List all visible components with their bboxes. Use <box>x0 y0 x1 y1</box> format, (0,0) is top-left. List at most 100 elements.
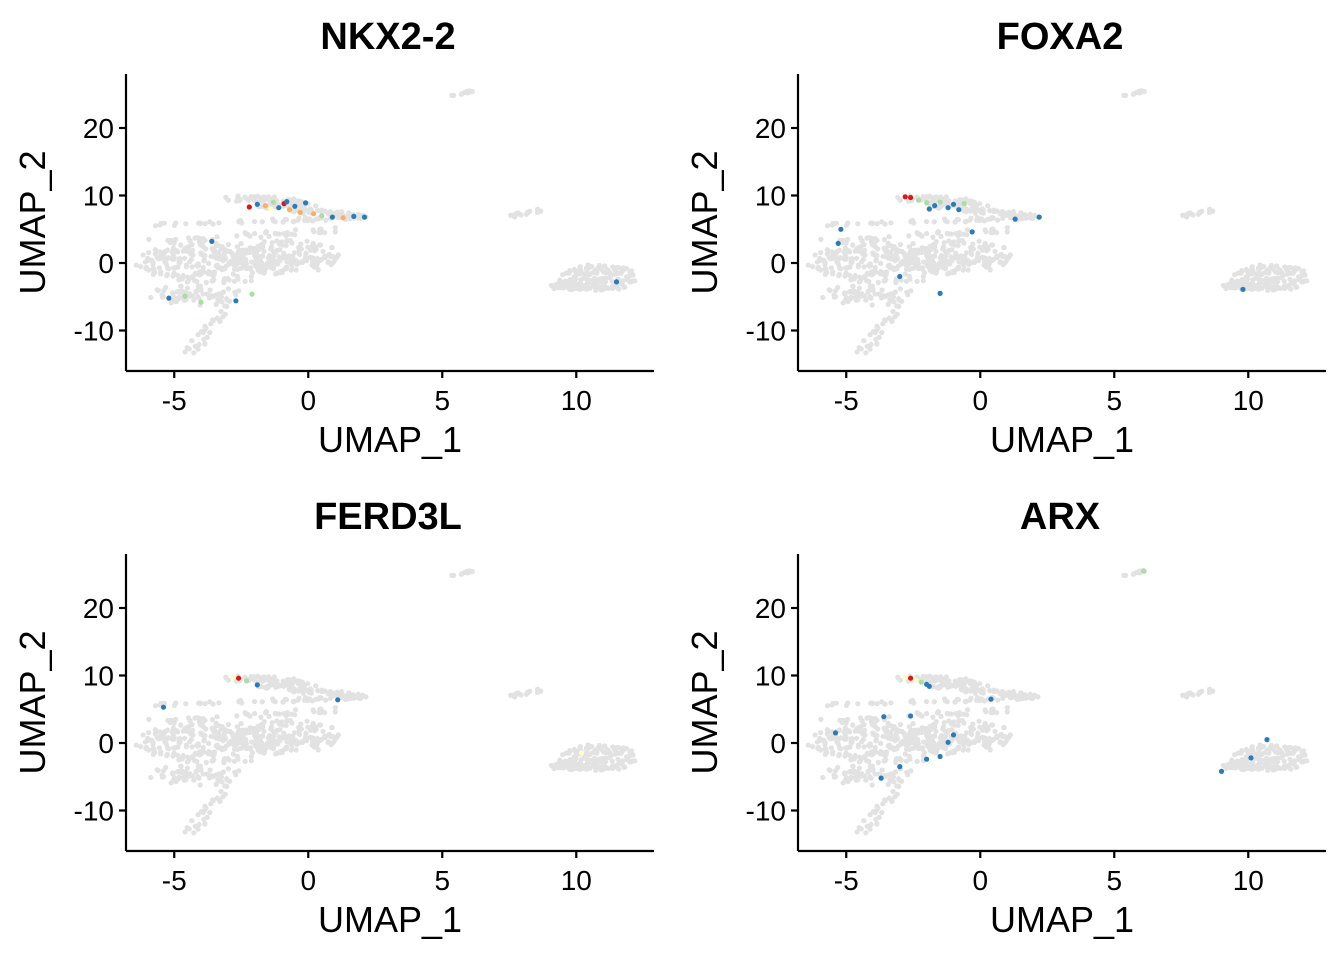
background-cell-point <box>219 299 225 305</box>
background-cell-point <box>335 214 342 220</box>
background-cell-point <box>906 233 912 239</box>
panel-ferd3l: FERD3L -5 0 5 10 -10 0 10 20 UMAP_1 UMAP_2 <box>0 480 672 960</box>
background-cell-point <box>824 223 831 229</box>
expressing-cell-point <box>236 675 242 681</box>
background-cell-point <box>210 774 216 780</box>
chart-svg: FOXA2 -5 0 5 10 -10 0 10 20 UMAP_1 UMAP_2 <box>684 16 1326 460</box>
background-cell-point <box>911 220 917 226</box>
background-cell-point <box>589 270 596 276</box>
background-cells <box>133 568 638 836</box>
background-cell-point <box>915 231 921 237</box>
background-cell-point <box>508 692 514 698</box>
background-cell-point <box>915 727 921 733</box>
background-cell-point <box>249 259 255 265</box>
background-cell-point <box>276 711 282 717</box>
background-cell-point <box>968 198 974 204</box>
background-cell-point <box>210 294 216 300</box>
background-cell-point <box>239 700 245 706</box>
background-cell-point <box>1301 758 1308 764</box>
background-cell-point <box>969 731 975 737</box>
expressing-cell-point <box>244 678 250 684</box>
background-cell-point <box>277 721 283 727</box>
background-cells <box>805 568 1310 836</box>
expressing-cell-point <box>335 697 341 703</box>
background-cell-point <box>178 722 184 728</box>
background-cell-point <box>864 823 870 829</box>
background-cell-point <box>1131 91 1137 97</box>
background-cell-point <box>862 252 868 258</box>
background-cell-point <box>961 263 967 269</box>
expressing-cell-point <box>1012 216 1018 222</box>
background-cell-point <box>146 267 152 273</box>
background-cell-point <box>843 240 849 246</box>
background-cell-point <box>1293 284 1299 290</box>
panel-arx: ARX -5 0 5 10 -10 0 10 20 UMAP_1 UMAP_2 <box>672 480 1344 960</box>
expressing-cell-point <box>924 756 930 762</box>
background-cell-point <box>161 768 167 774</box>
background-cell-point <box>166 746 172 752</box>
background-cell-point <box>872 744 878 751</box>
background-cell-point <box>346 696 352 702</box>
background-cells <box>805 88 1310 356</box>
background-cell-point <box>194 743 201 749</box>
background-cell-point <box>872 771 878 777</box>
background-cell-point <box>328 733 334 740</box>
background-cell-point <box>251 730 257 736</box>
background-cell-point <box>952 699 958 705</box>
background-cell-point <box>339 210 345 216</box>
background-cell-point <box>181 255 188 261</box>
background-cell-point <box>984 728 990 734</box>
background-cell-point <box>181 297 187 303</box>
background-cell-point <box>266 233 272 239</box>
expressing-cell-point <box>908 713 914 719</box>
background-cell-point <box>850 283 856 289</box>
expressing-cell-point <box>937 290 943 296</box>
background-cell-point <box>175 272 181 278</box>
background-cell-point <box>969 251 975 257</box>
background-cell-point <box>972 690 978 696</box>
background-cell-point <box>822 741 828 747</box>
x-tick-label: 5 <box>434 385 450 416</box>
background-cell-point <box>189 338 195 344</box>
background-cell-point <box>187 773 193 779</box>
background-cell-point <box>191 830 197 836</box>
background-cell-point <box>258 198 265 204</box>
background-cell-point <box>316 242 323 248</box>
x-tick-label: 0 <box>972 385 988 416</box>
background-cell-point <box>181 777 187 783</box>
background-cell-point <box>869 720 875 726</box>
background-cell-point <box>201 738 207 744</box>
background-cell-point <box>862 732 868 738</box>
background-cell-point <box>465 570 471 576</box>
background-cell-point <box>872 724 878 730</box>
background-cell-point <box>559 764 565 770</box>
background-cell-point <box>199 808 205 814</box>
background-cell-point <box>258 714 264 720</box>
background-cell-point <box>906 724 912 730</box>
expressing-cells <box>160 674 585 756</box>
background-cell-point <box>284 230 291 236</box>
background-cell-point <box>842 770 848 776</box>
background-cell-point <box>230 751 236 757</box>
background-cell-point <box>886 733 892 739</box>
background-cell-point <box>181 735 188 741</box>
background-cell-point <box>899 778 905 784</box>
background-cell-point <box>255 243 262 250</box>
background-cell-point <box>273 271 279 277</box>
background-cell-point <box>828 745 834 751</box>
expressing-cell-point <box>286 207 293 213</box>
background-cell-point <box>599 764 605 770</box>
background-cell-point <box>248 278 254 284</box>
background-cell-point <box>864 343 870 349</box>
background-cell-point <box>1220 762 1226 768</box>
background-cell-point <box>904 262 910 268</box>
background-cell-point <box>933 194 939 200</box>
background-cell-point <box>220 289 226 295</box>
background-cell-point <box>459 571 465 577</box>
background-cell-point <box>874 821 880 827</box>
background-cell-point <box>218 308 224 314</box>
background-cell-point <box>329 724 335 731</box>
background-cell-point <box>292 227 299 233</box>
background-cell-point <box>266 713 272 719</box>
y-axis-title: UMAP_2 <box>684 150 725 294</box>
